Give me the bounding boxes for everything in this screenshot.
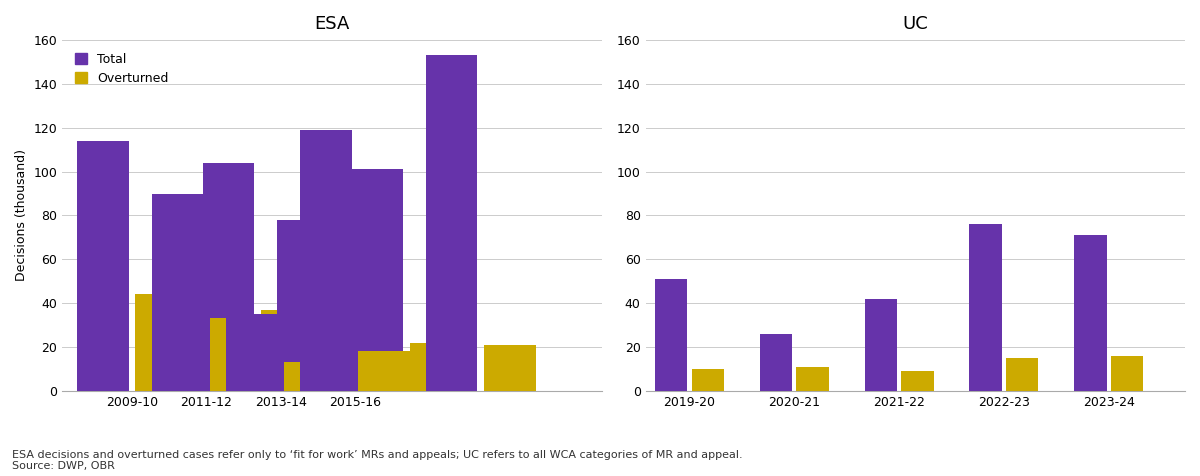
Bar — [203, 163, 254, 391]
Bar — [797, 367, 829, 391]
Bar — [1111, 356, 1144, 391]
Bar — [970, 224, 1002, 391]
Bar — [226, 314, 277, 391]
Text: ESA decisions and overturned cases refer only to ‘fit for work’ MRs and appeals;: ESA decisions and overturned cases refer… — [12, 450, 743, 471]
Bar — [1006, 358, 1038, 391]
Bar — [136, 294, 187, 391]
Bar — [284, 362, 336, 391]
Bar — [277, 220, 329, 391]
Bar — [901, 371, 934, 391]
Bar — [1074, 235, 1106, 391]
Bar — [426, 55, 478, 391]
Legend: Total, Overturned: Total, Overturned — [68, 46, 175, 91]
Y-axis label: Decisions (thousand): Decisions (thousand) — [14, 149, 28, 281]
Bar — [300, 130, 352, 391]
Bar — [655, 279, 688, 391]
Bar — [484, 345, 535, 391]
Bar — [864, 299, 896, 391]
Bar — [262, 310, 312, 391]
Bar — [210, 318, 262, 391]
Bar — [336, 334, 386, 391]
Title: UC: UC — [902, 15, 928, 33]
Bar — [760, 334, 792, 391]
Title: ESA: ESA — [314, 15, 349, 33]
Bar — [352, 169, 403, 391]
Bar — [77, 141, 128, 391]
Bar — [359, 351, 409, 391]
Bar — [151, 194, 203, 391]
Bar — [691, 369, 724, 391]
Bar — [409, 343, 461, 391]
